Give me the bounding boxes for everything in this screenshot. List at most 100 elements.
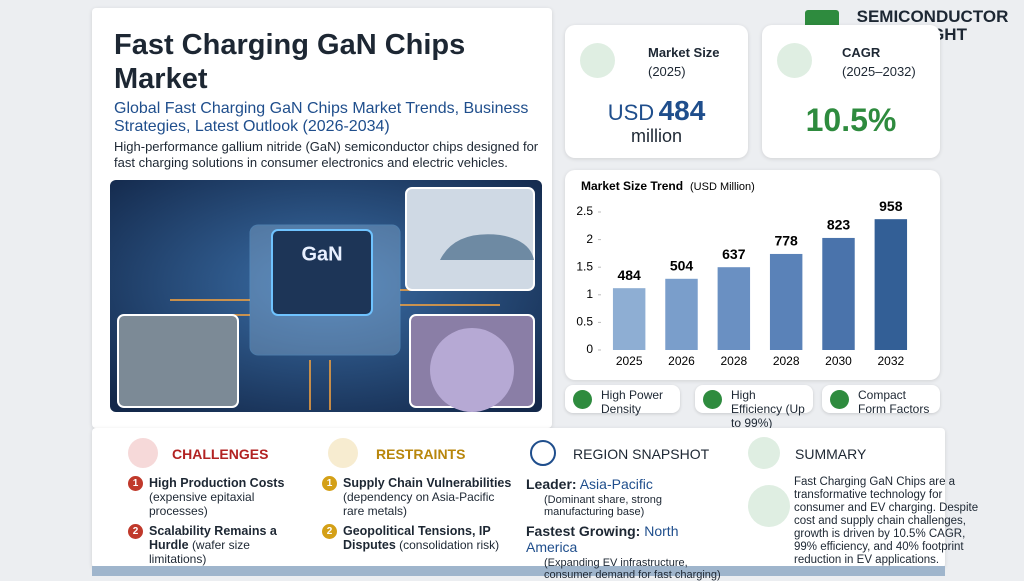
chip-die [271, 229, 373, 316]
item-note: (expensive epitaxial processes) [149, 490, 255, 518]
feature-text: High Power Density [601, 388, 664, 416]
item-bold: Geopolitical Tensions, IP Disputes [343, 524, 491, 552]
bar [717, 267, 751, 350]
x-tick-label: 2026 [668, 354, 695, 368]
item-bold: Scalability Remains a Hurdle [149, 524, 277, 552]
bottom-strip [92, 566, 945, 576]
item-number: 1 [128, 476, 143, 491]
y-tick-label: 1 [586, 287, 593, 301]
item-number: 2 [322, 524, 337, 539]
value-label: 778 [774, 233, 798, 249]
item-bold: High Production Costs [149, 476, 285, 490]
feature-pill: High Efficiency (Up to 99%) [695, 385, 813, 430]
cagr-icon [777, 43, 812, 78]
summary-text: Fast Charging GaN Chips are a transforma… [794, 476, 979, 566]
fastest-note: (Expanding EV infrastructure, consumer d… [544, 557, 721, 581]
chart-unit: (USD Million) [690, 181, 755, 193]
x-tick-label: 2030 [825, 354, 852, 368]
value-label: 637 [722, 246, 746, 262]
restraints-icon [328, 438, 358, 468]
y-tick-label: 0 [586, 342, 593, 356]
chart-title: Market Size Trend [581, 179, 683, 193]
item-number: 1 [322, 476, 337, 491]
x-tick-label: 2028 [773, 354, 800, 368]
market-label: Market Size [648, 45, 720, 60]
chip-label: GaN [301, 243, 342, 265]
wafer [430, 328, 514, 412]
leader: Asia-Pacific [579, 476, 653, 492]
y-tick-label: 1.5 [576, 259, 593, 273]
challenges-icon [128, 438, 158, 468]
market-size-card: Market Size (2025) USD 484 million [565, 25, 748, 158]
summary-title: SUMMARY [795, 446, 867, 462]
cagr-value: 10.5% [805, 102, 897, 138]
market-value: 484 [658, 95, 706, 126]
bar [769, 253, 803, 350]
list-item: 2 Scalability Remains a Hurdle (wafer siz… [128, 524, 303, 566]
ev-car [440, 234, 534, 260]
cagr-period: (2025–2032) [842, 64, 916, 79]
region-title: REGION SNAPSHOT [573, 446, 710, 462]
market-unit: million [630, 126, 682, 146]
leader-line: Leader: Asia-Pacific [526, 476, 731, 492]
challenges-title: CHALLENGES [172, 446, 269, 462]
feature-pill: Compact Form Factors [822, 385, 940, 416]
rocket-icon [748, 485, 790, 527]
cagr-label: CAGR [842, 45, 881, 60]
cagr-card: CAGR (2025–2032) 10.5% [762, 25, 940, 158]
title: Fast Charging GaN Chips Market [114, 29, 466, 95]
region-body: Leader: Asia-Pacific (Dominant share, st… [526, 476, 731, 581]
region-icon [530, 440, 556, 466]
check-icon [703, 390, 722, 409]
feature-text: High Efficiency (Up to 99%) [731, 388, 805, 430]
check-icon [830, 390, 849, 409]
chart: Market Size Trend (USD Million) 0 0.5 1 1.5… [576, 179, 908, 368]
item-text: High Production Costs (expensive epitaxi… [149, 476, 303, 518]
item-note: (consolidation risk) [399, 538, 500, 552]
fastest: North America [526, 523, 679, 555]
check-icon [573, 390, 592, 409]
feature-pill: High Power Density [565, 385, 680, 416]
subtitle: Global Fast Charging GaN Chips Market Tr… [114, 100, 529, 135]
bar [612, 288, 646, 350]
y-tick-label: 2 [586, 232, 593, 246]
x-tick-label: 2025 [616, 354, 643, 368]
x-tick-label: 2028 [720, 354, 747, 368]
leader-label: Leader: [526, 476, 577, 492]
y-tick-label: 0.5 [576, 315, 593, 329]
value-label: 823 [827, 217, 851, 233]
x-tick-label: 2032 [877, 354, 904, 368]
item-text: Geopolitical Tensions, IP Disputes (cons… [343, 524, 512, 552]
market-icon [580, 43, 615, 78]
summary-icon [748, 437, 780, 469]
value-label: 504 [670, 257, 694, 273]
item-bold: Supply Chain Vulnerabilities [343, 476, 512, 490]
hero-image: GaN [110, 180, 542, 412]
value-label: 484 [617, 267, 641, 283]
fastest-label: Fastest Growing: [526, 523, 641, 539]
market-period: (2025) [648, 64, 686, 79]
bar [665, 278, 698, 350]
feature-text: Compact Form Factors [858, 388, 930, 416]
challenges-list: 1 High Production Costs (expensive epitax… [128, 476, 303, 572]
list-item: 1 High Production Costs (expensive epitax… [128, 476, 303, 518]
item-number: 2 [128, 524, 143, 539]
phone-photo [117, 314, 239, 408]
market-currency: USD [607, 100, 655, 125]
bar [874, 219, 908, 350]
list-item: 1 Supply Chain Vulnerabilities (dependenc… [322, 476, 512, 518]
market-value-line: USD 484 [565, 95, 748, 127]
item-note: (wafer size limitations) [149, 538, 250, 566]
item-note: (dependency on Asia-Pacific rare metals) [343, 490, 495, 518]
restraints-title: RESTRAINTS [376, 446, 466, 462]
list-item: 2 Geopolitical Tensions, IP Disputes (con… [322, 524, 512, 552]
brand-line1: SEMICONDUCTOR [856, 7, 1009, 26]
item-text: Supply Chain Vulnerabilities (dependency… [343, 476, 512, 518]
leader-note: (Dominant share, strong manufacturing ba… [544, 494, 662, 518]
bottom-panel [92, 428, 945, 568]
description: High-performance gallium nitride (GaN) s… [114, 139, 539, 170]
item-text: Scalability Remains a Hurdle (wafer size… [149, 524, 303, 566]
bar [822, 237, 855, 350]
fastest-line: Fastest Growing: North America [526, 523, 731, 555]
